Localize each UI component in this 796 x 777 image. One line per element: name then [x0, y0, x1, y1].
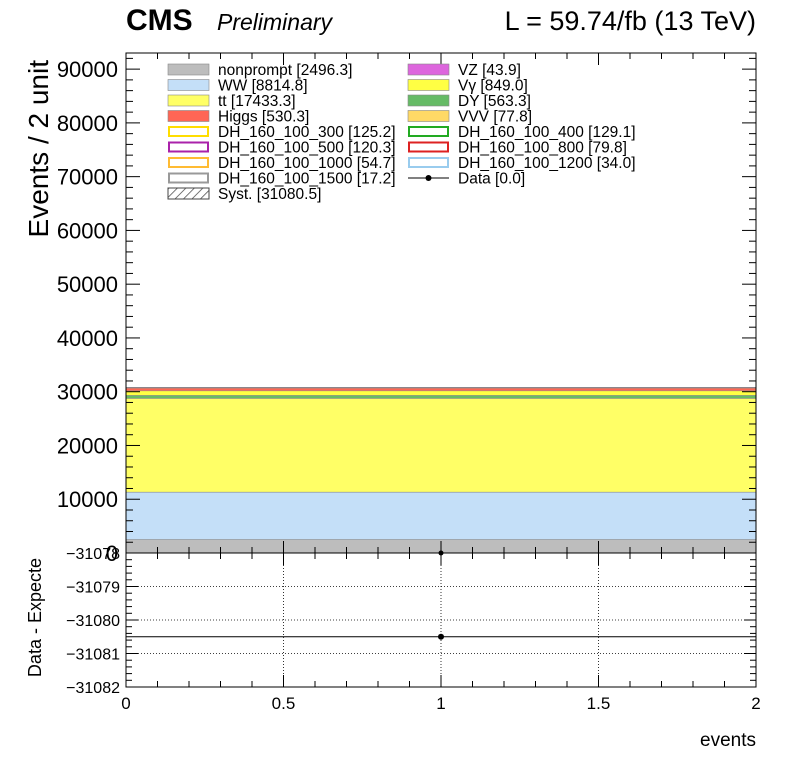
legend-swatch	[408, 157, 449, 168]
ratio-y-tick-label: −31080	[66, 613, 120, 630]
legend-swatch	[168, 126, 209, 137]
legend-label: VZ [43.9]	[458, 62, 521, 79]
main-y-tick-label: 30000	[57, 380, 118, 405]
legend-label: DH_160_100_1200 [34.0]	[458, 155, 636, 172]
stacked-histogram	[126, 387, 756, 556]
legend-label: DH_160_100_800 [79.8]	[458, 140, 627, 157]
main-y-tick-label: 90000	[57, 57, 118, 82]
legend-label: Data [0.0]	[458, 171, 525, 188]
legend-label: Higgs [530.3]	[218, 109, 309, 126]
legend: nonprompt [2496.3] VZ [43.9] WW [8814.8] Vγ…	[167, 62, 636, 203]
legend-swatch	[408, 141, 449, 153]
legend-label: DH_160_100_500 [120.3]	[218, 140, 396, 157]
main-y-tick-label: 70000	[57, 165, 118, 190]
legend-swatch	[167, 79, 210, 91]
stack-bar-dy	[126, 395, 756, 399]
legend-label: tt [17433.3]	[218, 93, 296, 110]
legend-swatch	[168, 172, 209, 184]
stack-bar-v-	[126, 390, 756, 396]
legend-swatch	[407, 110, 450, 122]
legend-label: DH_160_100_400 [129.1]	[458, 124, 636, 141]
main-y-tick-label: 50000	[57, 272, 118, 297]
x-tick-label: 1	[436, 694, 445, 713]
legend-label: WW [8814.8]	[218, 78, 308, 95]
ratio-y-tick-label: −31079	[66, 580, 120, 597]
legend-swatch	[167, 187, 210, 200]
preliminary-label: Preliminary	[217, 9, 334, 35]
legend-label: nonprompt [2496.3]	[218, 62, 352, 79]
ratio-y-axis-title: Data - Expecte	[25, 558, 45, 677]
legend-label: DH_160_100_1000 [54.7]	[218, 155, 396, 172]
legend-swatch	[408, 126, 449, 137]
legend-label: Vγ [849.0]	[458, 78, 528, 95]
main-y-tick-label: 60000	[57, 218, 118, 243]
legend-swatch	[167, 110, 210, 122]
ratio-y-tick-label: −31082	[66, 680, 120, 697]
x-tick-label: 1.5	[587, 694, 611, 713]
legend-label: VVV [77.8]	[458, 109, 532, 126]
legend-swatch	[168, 157, 209, 168]
main-y-tick-label: 20000	[57, 433, 118, 458]
legend-swatch	[407, 79, 450, 91]
stack-bar-higgs	[126, 388, 756, 391]
cms-label: CMS	[126, 4, 193, 37]
main-y-tick-label: 40000	[57, 326, 118, 351]
main-y-tick-label: 0	[106, 541, 118, 566]
x-tick-label: 2	[751, 694, 760, 713]
legend-swatch	[407, 63, 450, 76]
legend-swatch	[168, 141, 209, 153]
legend-marker	[425, 175, 432, 181]
stack-bar-tt	[126, 398, 756, 493]
legend-swatch	[167, 63, 210, 76]
stack-bar-ww	[126, 492, 756, 540]
legend-swatch	[407, 94, 450, 107]
legend-label: Syst. [31080.5]	[218, 186, 321, 203]
ratio-panel: −31082 −31081 −31080 −31079 −31078 0 0.5 1 1.5 2	[66, 546, 761, 713]
legend-swatch	[167, 94, 210, 107]
luminosity-label: L = 59.74/fb (13 TeV)	[505, 6, 756, 36]
main-y-tick-label: 80000	[57, 111, 118, 136]
main-y-axis-title: Events / 2 unit	[23, 60, 54, 238]
x-axis-title: events	[700, 730, 756, 751]
ratio-y-tick-label: −31078	[66, 546, 120, 563]
main-axes: 0 10000 20000 30000 40000 50000 60000 70000 8000…	[57, 52, 757, 566]
main-y-tick-label: 10000	[57, 487, 118, 512]
ratio-point	[438, 633, 444, 640]
legend-label: DH_160_100_300 [125.2]	[218, 124, 396, 141]
ratio-y-tick-label: −31081	[66, 647, 120, 664]
legend-label: DH_160_100_1500 [17.2]	[218, 171, 396, 188]
legend-label: DY [563.3]	[458, 93, 531, 110]
x-tick-label: 0	[121, 694, 130, 713]
x-tick-label: 0.5	[272, 694, 296, 713]
